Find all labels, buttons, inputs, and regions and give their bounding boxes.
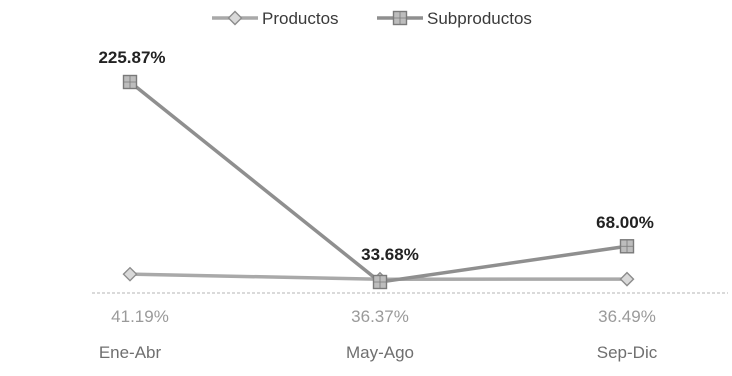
chart-series <box>122 74 635 290</box>
diamond-marker <box>619 271 635 287</box>
legend-item-subproductos: Subproductos <box>377 9 532 28</box>
x-axis: Ene-Abr May-Ago Sep-Dic <box>99 343 658 362</box>
data-label: 41.19% <box>111 307 169 326</box>
x-tick-label: May-Ago <box>346 343 414 362</box>
x-tick-label: Sep-Dic <box>597 343 658 362</box>
legend-diamond-icon <box>227 10 243 26</box>
chart-legend: Productos Subproductos <box>212 9 532 28</box>
data-labels: 41.19% 36.37% 36.49% 225.87% 33.68% 68.00% <box>98 48 655 326</box>
series-subproductos <box>122 74 635 290</box>
legend-label: Subproductos <box>427 9 532 28</box>
data-label: 225.87% <box>98 48 165 67</box>
data-label: 36.37% <box>351 307 409 326</box>
square-marker <box>372 274 388 290</box>
legend-label: Productos <box>262 9 339 28</box>
data-label: 33.68% <box>361 245 419 264</box>
square-marker <box>619 239 635 254</box>
data-label: 36.49% <box>598 307 656 326</box>
square-marker <box>122 74 138 90</box>
data-label: 68.00% <box>596 213 654 232</box>
x-tick-label: Ene-Abr <box>99 343 162 362</box>
legend-item-productos: Productos <box>212 9 339 28</box>
diamond-marker <box>122 266 138 282</box>
legend-square-icon <box>392 10 408 26</box>
